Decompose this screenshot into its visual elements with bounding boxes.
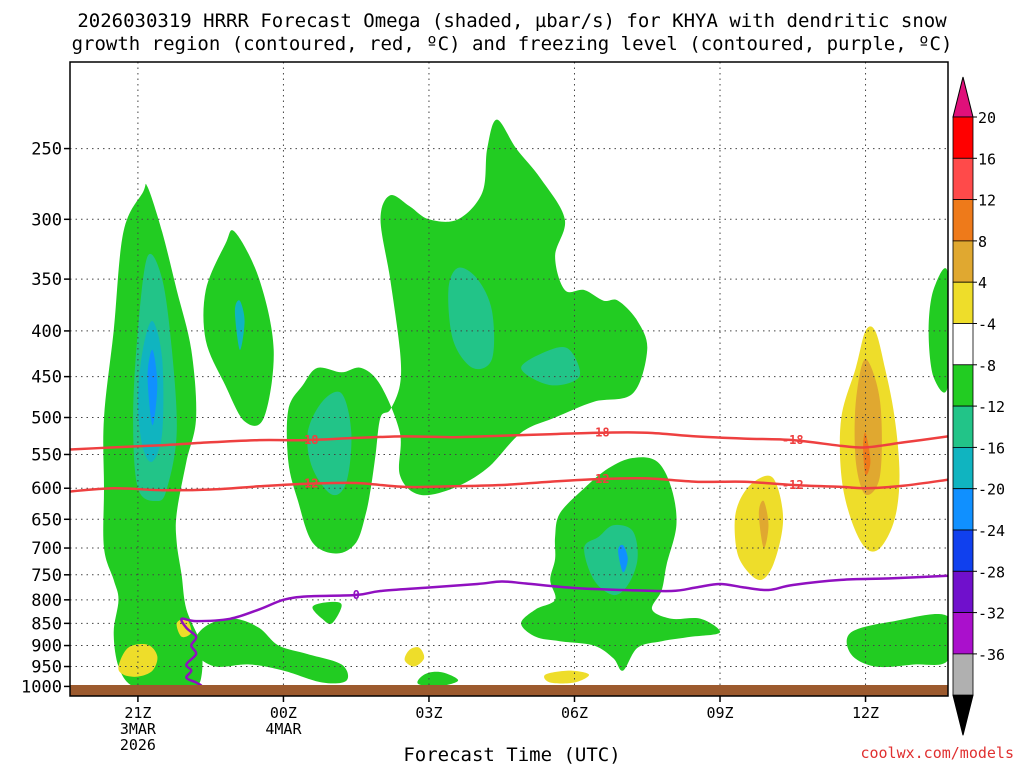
omega-region-5 xyxy=(417,671,459,687)
y-tick-label-950: 950 xyxy=(31,658,62,678)
colorbar-swatch-11 xyxy=(952,570,974,613)
colorbar-swatch-8 xyxy=(952,446,974,490)
x-tick-label-21Z-0: 21Z xyxy=(124,704,151,722)
contour-line-1 xyxy=(70,477,948,493)
contour-label-0-1: -18 xyxy=(588,426,610,440)
colorbar-swatch-3 xyxy=(952,240,974,283)
x-axis-title: Forecast Time (UTC) xyxy=(403,744,621,766)
y-tick-label-500: 500 xyxy=(31,408,62,428)
y-tick-label-700: 700 xyxy=(31,539,62,559)
omega-region-26 xyxy=(863,432,871,476)
colorbar-swatch-12 xyxy=(952,612,974,655)
x-tick-label-21Z-2: 2026 xyxy=(120,736,156,754)
omega-region-6 xyxy=(312,601,342,625)
chart-title-line-1: 2026030319 HRRR Forecast Omega (shaded, … xyxy=(77,10,947,32)
grid-layer xyxy=(70,62,948,696)
colorbar-label--8: -8 xyxy=(978,357,996,375)
omega-region-15 xyxy=(234,300,245,350)
omega-region-19 xyxy=(734,475,784,580)
contour-label-1-1: -12 xyxy=(588,472,610,486)
omega-region-24 xyxy=(854,359,882,496)
x-tick-label-03Z-0: 03Z xyxy=(415,704,442,722)
colorbar-bottom-arrow xyxy=(952,694,974,736)
y-tick-label-450: 450 xyxy=(31,368,62,388)
contour-layer: -18 -18 -18 -12 -12 -12 0 xyxy=(70,426,948,695)
y-axis: 250 300 350 400 450 500 550 600 650 700 750 800 850 9… xyxy=(21,140,70,697)
y-tick-label-550: 550 xyxy=(31,445,62,465)
site-credit: coolwx.com/models xyxy=(860,744,1014,762)
omega-region-7 xyxy=(928,268,948,393)
contour-line-2 xyxy=(70,574,948,695)
colorbar-label--20: -20 xyxy=(978,481,1005,499)
colorbar: 20 16 12 8 4 -4 -8 -12 -16 -20 -24 -28 -32 -36 xyxy=(952,76,1005,736)
y-tick-label-650: 650 xyxy=(31,510,62,530)
colorbar-swatch-5 xyxy=(952,323,974,366)
y-tick-label-600: 600 xyxy=(31,479,62,499)
omega-region-20 xyxy=(118,644,158,677)
omega-region-1 xyxy=(193,618,349,684)
y-tick-label-800: 800 xyxy=(31,591,62,611)
colorbar-swatch-7 xyxy=(952,405,974,448)
omega-region-25 xyxy=(758,500,769,549)
omega-region-22 xyxy=(544,670,590,684)
omega-shading-layer xyxy=(103,119,948,689)
y-tick-label-900: 900 xyxy=(31,637,62,657)
omega-region-17 xyxy=(618,544,628,573)
colorbar-swatch-10 xyxy=(952,529,974,572)
chart-title-line-2: growth region (contoured, red, ºC) and f… xyxy=(71,33,953,55)
colorbar-label-12: 12 xyxy=(978,192,996,210)
colorbar-label--16: -16 xyxy=(978,439,1005,457)
colorbar-swatch-13 xyxy=(952,653,974,696)
x-tick-label-21Z-1: 3MAR xyxy=(120,720,157,738)
colorbar-label-16: 16 xyxy=(978,150,996,168)
y-tick-label-750: 750 xyxy=(31,566,62,586)
y-tick-label-850: 850 xyxy=(31,614,62,634)
y-tick-label-350: 350 xyxy=(31,270,62,290)
colorbar-swatch-0 xyxy=(952,116,974,159)
omega-region-13 xyxy=(521,347,581,386)
colorbar-swatch-4 xyxy=(952,281,974,324)
contour-line-0 xyxy=(70,431,948,451)
terrain-strip xyxy=(70,685,948,696)
colorbar-swatch-1 xyxy=(952,157,974,201)
colorbar-label--4: -4 xyxy=(978,316,996,334)
y-tick-label-250: 250 xyxy=(31,140,62,160)
plot-frame xyxy=(69,61,949,697)
x-tick-label-12Z-0: 12Z xyxy=(852,704,879,722)
y-tick-label-300: 300 xyxy=(31,210,62,230)
omega-region-21 xyxy=(404,647,425,667)
colorbar-swatch-2 xyxy=(952,199,974,242)
x-tick-label-06Z-0: 06Z xyxy=(561,704,588,722)
x-tick-label-00Z-1: 4MAR xyxy=(265,720,302,738)
omega-region-8 xyxy=(846,614,948,668)
contour-label-2-0: 0 xyxy=(353,588,360,602)
colorbar-label--12: -12 xyxy=(978,398,1005,416)
colorbar-swatch-6 xyxy=(952,364,974,407)
omega-region-12 xyxy=(584,524,638,596)
colorbar-top-arrow xyxy=(952,76,974,118)
colorbar-label--24: -24 xyxy=(978,522,1005,540)
omega-region-11 xyxy=(448,267,495,370)
x-tick-label-00Z-0: 00Z xyxy=(270,704,297,722)
colorbar-label-8: 8 xyxy=(978,233,987,251)
y-tick-label-400: 400 xyxy=(31,322,62,342)
contour-label-0-2: -18 xyxy=(782,433,804,447)
y-tick-label-1000: 1000 xyxy=(21,677,62,697)
colorbar-swatch-9 xyxy=(952,488,974,531)
x-tick-label-09Z-0: 09Z xyxy=(706,704,733,722)
omega-region-16 xyxy=(147,349,158,426)
colorbar-label-4: 4 xyxy=(978,274,987,292)
colorbar-label--28: -28 xyxy=(978,563,1005,581)
contour-label-1-2: -12 xyxy=(782,478,804,492)
colorbar-label--32: -32 xyxy=(978,605,1005,623)
contour-label-1-0: -12 xyxy=(297,477,319,491)
colorbar-label--36: -36 xyxy=(978,646,1005,664)
colorbar-label-20: 20 xyxy=(978,109,996,127)
contour-label-0-0: -18 xyxy=(297,433,319,447)
